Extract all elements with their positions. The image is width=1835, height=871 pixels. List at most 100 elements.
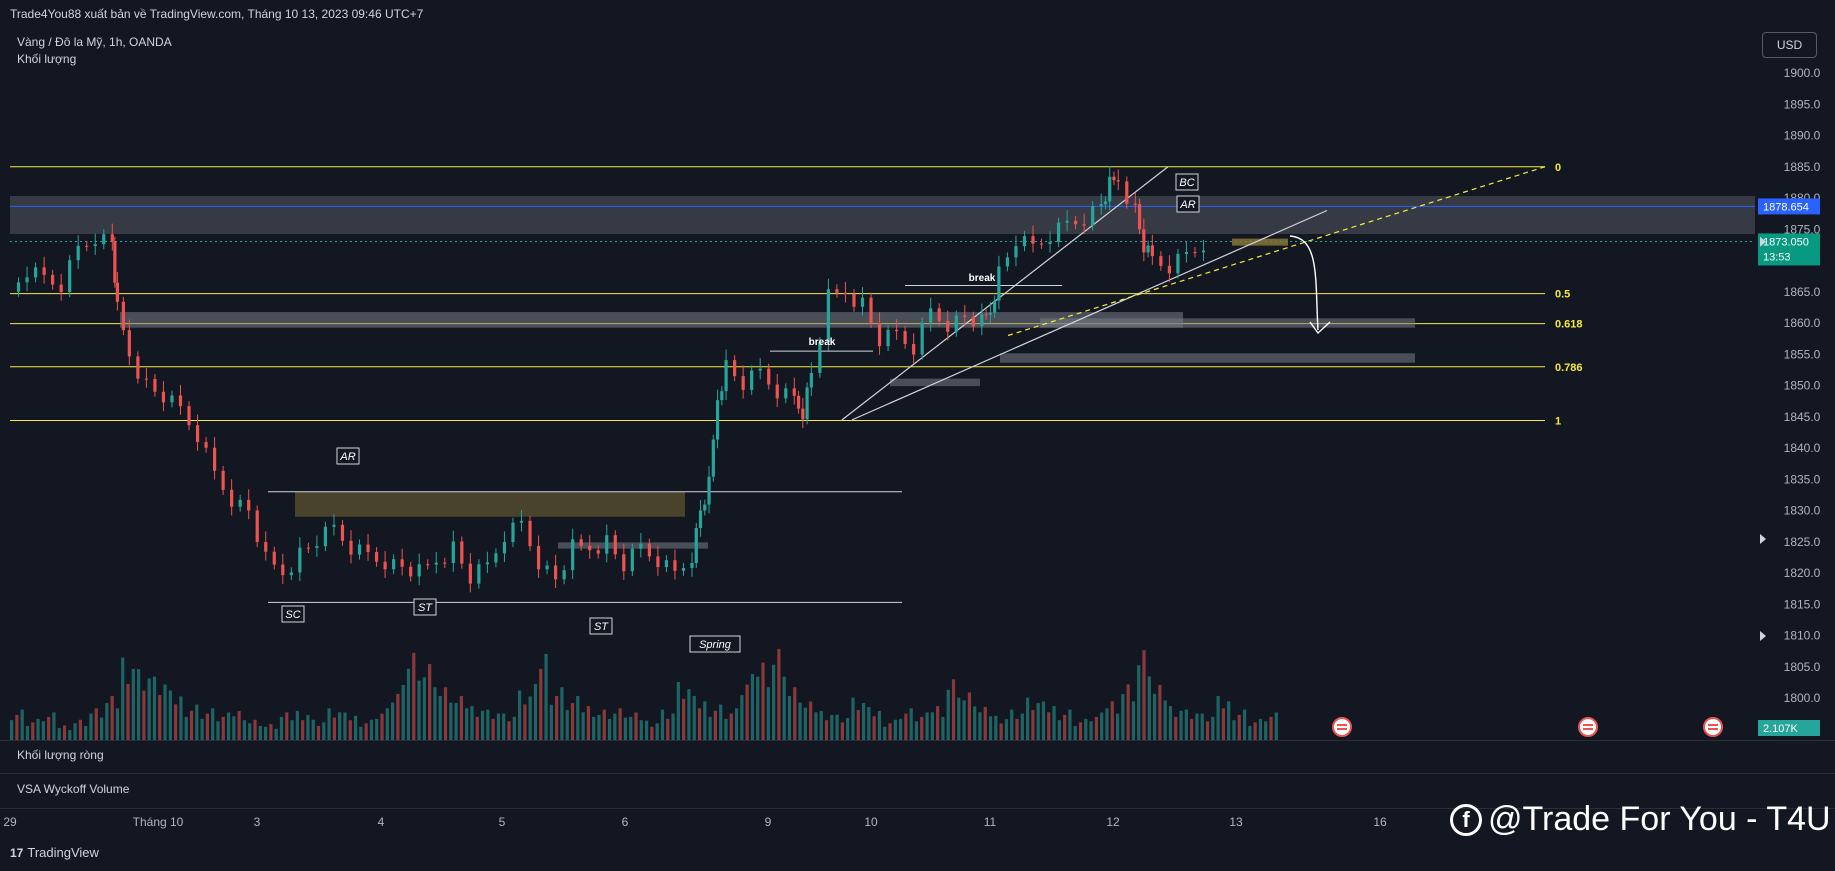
volume-bar [147, 678, 151, 740]
pane-divider[interactable] [0, 740, 1835, 741]
volume-bar [576, 696, 580, 740]
candle-body [835, 289, 839, 293]
price-badge [1758, 233, 1820, 266]
volume-bar [772, 664, 776, 740]
volume-bar [264, 726, 268, 740]
candle-body [1193, 252, 1197, 254]
annotation-box [336, 447, 360, 465]
volume-bar [375, 718, 379, 740]
candle-body [711, 439, 715, 477]
volume-bar [1063, 714, 1067, 740]
volume-bar [274, 728, 278, 740]
candle-body [536, 546, 541, 570]
axis-marker-icon [1760, 534, 1766, 544]
volume-bar [645, 720, 649, 740]
fib-level-label: 0.618 [1555, 319, 1583, 331]
y-tick-label: 1845.0 [1784, 410, 1821, 424]
supply-zone [10, 196, 1755, 234]
candle-body [997, 266, 1001, 301]
candle-body [647, 543, 651, 557]
candle-body [1112, 176, 1116, 181]
candle-body [912, 343, 916, 355]
volume-bar [200, 718, 204, 740]
candle-body [886, 329, 890, 347]
net-volume-pane-label[interactable]: Khối lượng ròng [17, 748, 104, 762]
volume-bar [438, 696, 442, 740]
volume-bar [1026, 697, 1030, 740]
volume-badge [1758, 720, 1820, 736]
volume-bar [1195, 713, 1199, 740]
channel-lower-line [851, 209, 1328, 421]
vsa-pane-label[interactable]: VSA Wyckoff Volume [17, 782, 130, 796]
volume-indicator-label[interactable]: Khối lượng [17, 52, 77, 66]
candle-body [1056, 222, 1061, 243]
volume-bar [1174, 716, 1178, 740]
pane-divider[interactable] [0, 808, 1835, 809]
y-tick-label: 1825.0 [1784, 535, 1821, 549]
candle-body [238, 499, 242, 507]
tradingview-logo[interactable]: 17 TradingView [10, 845, 99, 860]
volume-bar [787, 696, 792, 740]
watermark-text: @Trade For You - T4U [1488, 800, 1831, 838]
volume-bar [486, 709, 490, 740]
volume-bar [734, 708, 739, 740]
volume-bar [888, 723, 892, 740]
volume-bar [936, 706, 940, 740]
range-zone [295, 491, 685, 517]
volume-bar [1015, 718, 1019, 740]
volume-bar [533, 683, 538, 740]
volume-bar [1216, 696, 1220, 740]
candle-body [519, 520, 524, 523]
volume-bar [1221, 708, 1225, 740]
demand-zone [558, 542, 708, 549]
us-flag-stripe [1337, 724, 1347, 726]
volume-bar [671, 713, 675, 740]
candle-body [630, 548, 634, 572]
fib-level-label: 0.5 [1555, 289, 1570, 301]
volume-bar [904, 713, 908, 740]
volume-bar [750, 674, 755, 740]
volume-bar [1227, 701, 1231, 740]
volume-bar [205, 713, 209, 740]
volume-bar [824, 720, 829, 740]
volume-bar [391, 702, 395, 740]
price-badge-time: 13:53 [1763, 251, 1791, 263]
candle-body [664, 560, 669, 568]
currency-button[interactable]: USD [1762, 32, 1817, 58]
symbol-info: Vàng / Đô la Mỹ, 1h, OANDA Khối lượng [17, 34, 172, 68]
volume-bar [570, 703, 575, 740]
volume-bar [1115, 713, 1120, 740]
candle-body [468, 563, 472, 584]
volume-bar [433, 687, 437, 740]
symbol-title[interactable]: Vàng / Đô la Mỹ, 1h, OANDA [17, 35, 172, 49]
candle-body [826, 289, 830, 343]
volume-bar [475, 716, 479, 740]
volume-bar [967, 692, 971, 740]
volume-bar [930, 712, 934, 740]
volume-bar [10, 720, 14, 740]
candle-body [1116, 180, 1120, 182]
volume-bar [819, 710, 823, 740]
y-tick-label: 1840.0 [1784, 441, 1821, 455]
volume-bar [269, 724, 273, 740]
candle-body [136, 356, 140, 379]
volume-bar [311, 719, 315, 740]
y-tick-label: 1800.0 [1784, 691, 1821, 705]
pane-divider[interactable] [0, 773, 1835, 774]
volume-bar [327, 708, 331, 740]
candle-body [247, 499, 251, 511]
annotation-label: Spring [699, 639, 732, 651]
volume-bar [761, 662, 765, 740]
volume-bar [1078, 722, 1083, 740]
candle-body [860, 297, 865, 307]
volume-bar [830, 714, 834, 740]
volume-bar [682, 698, 686, 740]
candle-body [605, 535, 609, 554]
candle-body [434, 562, 438, 565]
volume-bar [581, 712, 585, 740]
volume-bar [36, 718, 40, 740]
candle-body [796, 395, 801, 409]
candle-body [144, 378, 148, 380]
candle-body [767, 368, 771, 385]
